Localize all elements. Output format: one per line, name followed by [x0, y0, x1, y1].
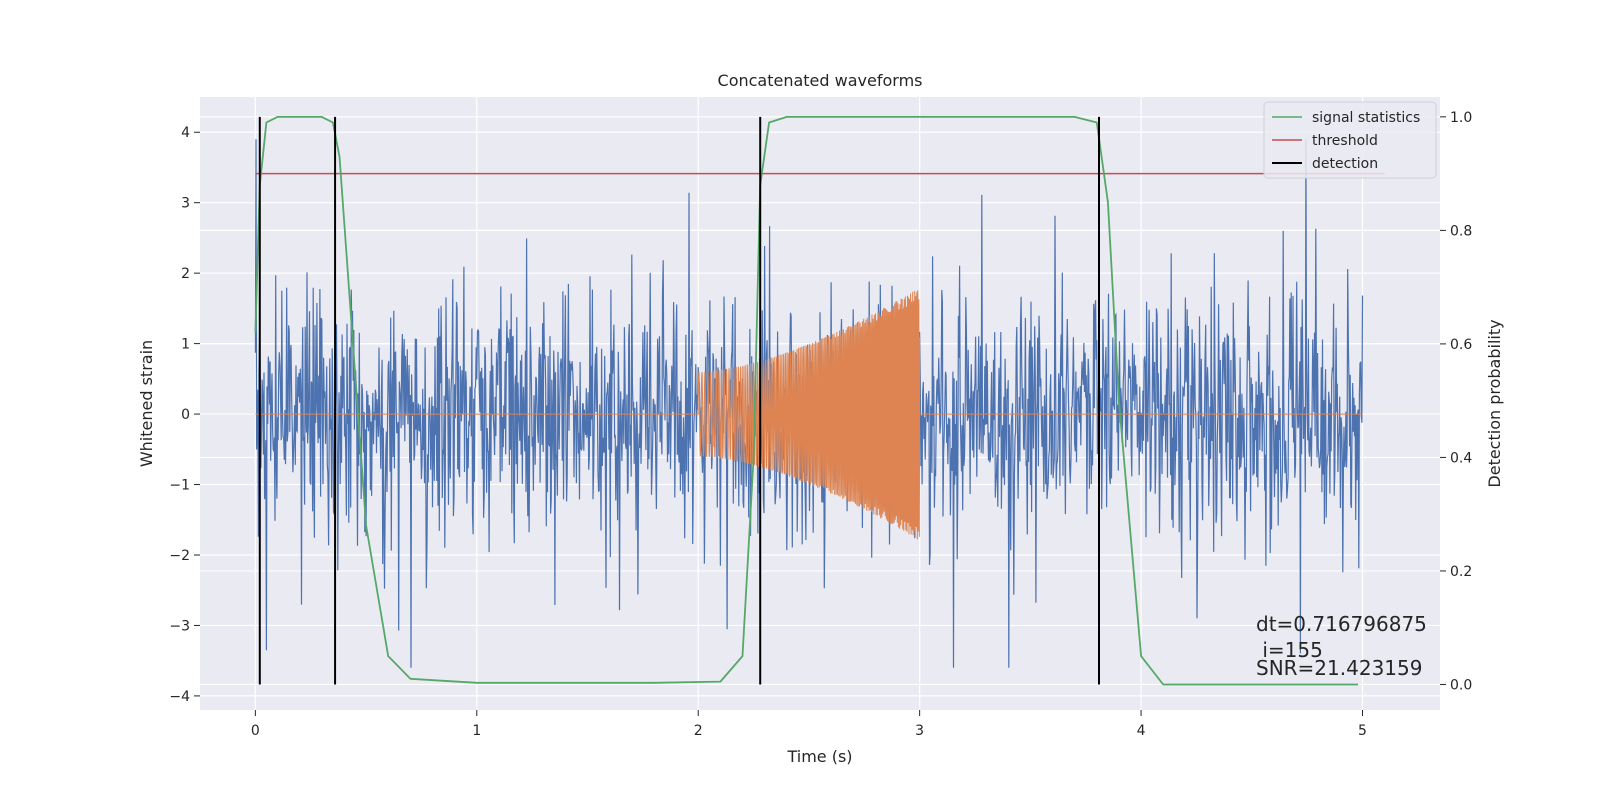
- x-tick-label: 5: [1358, 723, 1367, 739]
- annotation-snr: SNR=21.423159: [1256, 656, 1422, 680]
- y-right-tick-label: 0.8: [1450, 223, 1472, 239]
- y-right-tick-label: 0.2: [1450, 564, 1472, 580]
- x-tick-label: 0: [251, 723, 260, 739]
- x-tick-label: 2: [694, 723, 703, 739]
- legend-label: detection: [1312, 156, 1378, 172]
- x-tick-label: 1: [472, 723, 481, 739]
- y-tick-label: −4: [169, 689, 190, 705]
- y-tick-label: 3: [181, 196, 190, 212]
- x-tick-label: 3: [915, 723, 924, 739]
- y-tick-label: 1: [181, 337, 190, 353]
- annotations: dt=0.716796875 i=155 SNR=21.423159: [1256, 612, 1427, 680]
- y-tick-label: −2: [169, 548, 190, 564]
- y-right-tick-label: 0.4: [1450, 450, 1472, 466]
- x-tick-label: 4: [1137, 723, 1146, 739]
- y-tick-label: 2: [181, 266, 190, 282]
- y-right-tick-label: 1.0: [1450, 110, 1472, 126]
- detection-layer: [258, 116, 1100, 685]
- legend-label: threshold: [1312, 133, 1378, 149]
- axes: 0 1 2 3 4 5 −4 −3 −2 −1 0 1 2 3 4 0.0 0.2 0.4 0.6 0.8 1.0: [169, 110, 1472, 739]
- y-tick-label: −1: [169, 478, 190, 494]
- legend-box: [1263, 101, 1437, 179]
- y-right-tick-label: 0.0: [1450, 677, 1472, 693]
- y-axis-label-left: Whitened strain: [137, 340, 156, 467]
- annotation-i: i=155: [1256, 638, 1323, 662]
- y-axis-label-right: Detection probability: [1485, 319, 1504, 487]
- y-tick-label: 0: [181, 407, 190, 423]
- y-right-tick-label: 0.6: [1450, 337, 1472, 353]
- plot-area: [254, 116, 1385, 686]
- signal-statistics-line: [254, 116, 1359, 686]
- y-tick-label: −3: [169, 618, 190, 634]
- injection-chirp-line: [255, 290, 1363, 540]
- x-axis-label: Time (s): [786, 747, 852, 766]
- chart-title: Concatenated waveforms: [718, 71, 923, 90]
- annotation-dt: dt=0.716796875: [1256, 612, 1427, 636]
- legend: signal statistics threshold detection: [1263, 101, 1437, 179]
- signal-statistics-layer: [254, 116, 1359, 686]
- y-tick-label: 4: [181, 125, 190, 141]
- legend-label: signal statistics: [1312, 110, 1420, 126]
